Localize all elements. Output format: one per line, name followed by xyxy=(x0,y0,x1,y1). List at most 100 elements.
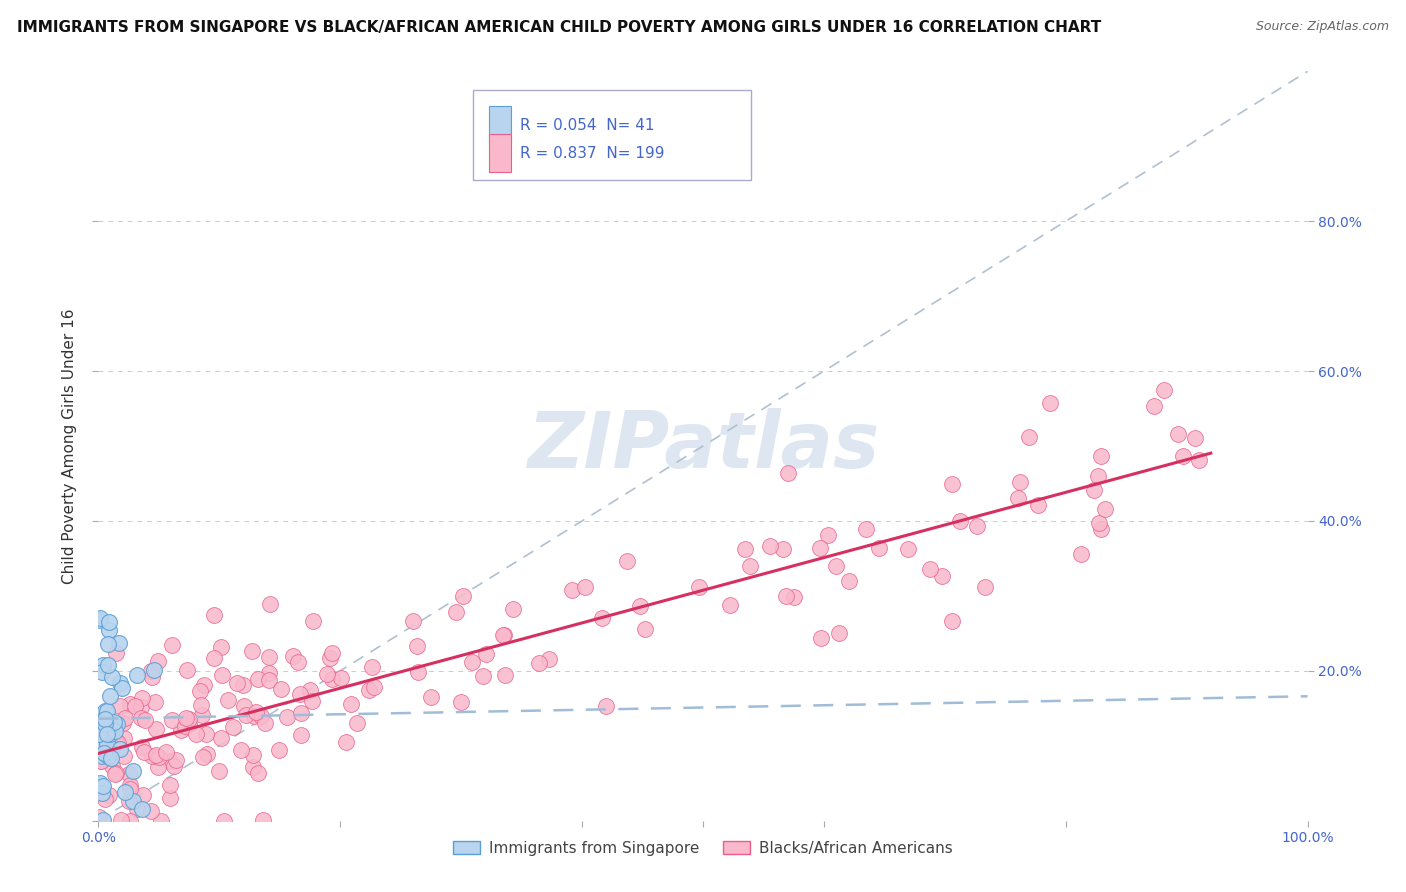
Point xyxy=(1088,516,1111,530)
Point xyxy=(941,614,963,628)
Point xyxy=(96,726,118,740)
Point xyxy=(208,764,231,778)
Point xyxy=(257,666,280,681)
Point xyxy=(1018,430,1040,444)
Point xyxy=(288,687,311,701)
Point xyxy=(89,738,111,752)
Point xyxy=(105,734,128,748)
Point xyxy=(159,791,181,805)
Point xyxy=(159,754,181,768)
Point xyxy=(1039,395,1062,409)
Point xyxy=(444,605,467,619)
Point xyxy=(758,540,780,554)
Point xyxy=(209,731,232,746)
FancyBboxPatch shape xyxy=(489,106,510,144)
Point xyxy=(966,518,988,533)
Point xyxy=(276,710,298,724)
Point xyxy=(257,650,280,665)
Point xyxy=(595,699,617,714)
Point xyxy=(98,615,121,630)
Point xyxy=(129,711,152,725)
Point xyxy=(1010,475,1032,490)
Point xyxy=(214,814,236,828)
Point xyxy=(321,646,343,660)
Point xyxy=(110,675,132,690)
Point xyxy=(330,671,353,685)
Point xyxy=(91,779,114,793)
Point xyxy=(406,665,429,680)
Point xyxy=(145,723,167,737)
Point xyxy=(1167,426,1189,441)
Point xyxy=(974,580,997,594)
Point xyxy=(94,738,117,752)
Point xyxy=(176,664,198,678)
Point xyxy=(1087,469,1109,483)
Point xyxy=(321,672,343,686)
Point xyxy=(772,542,794,557)
FancyBboxPatch shape xyxy=(489,135,510,172)
Point xyxy=(202,607,225,622)
Point xyxy=(591,611,613,625)
Point xyxy=(191,708,214,723)
Point xyxy=(828,626,851,640)
Point xyxy=(290,728,312,742)
Point xyxy=(107,736,129,750)
Point xyxy=(783,590,806,604)
Point xyxy=(918,562,941,576)
Y-axis label: Child Poverty Among Girls Under 16: Child Poverty Among Girls Under 16 xyxy=(62,309,77,583)
Point xyxy=(718,598,741,612)
Point xyxy=(232,678,254,692)
Point xyxy=(165,753,187,767)
Point xyxy=(94,716,117,731)
Point xyxy=(142,663,165,677)
Point xyxy=(257,673,280,688)
Point xyxy=(1184,431,1206,445)
Point xyxy=(118,814,141,828)
Point xyxy=(89,611,111,625)
Point xyxy=(103,714,125,729)
Point xyxy=(131,739,153,754)
Point xyxy=(124,699,146,714)
Point xyxy=(149,814,172,828)
Point xyxy=(174,711,197,725)
Point xyxy=(249,708,271,723)
Point xyxy=(492,628,515,642)
Point xyxy=(492,627,515,641)
Point xyxy=(225,676,247,690)
Point xyxy=(108,741,131,756)
Point xyxy=(93,713,115,727)
Point xyxy=(252,813,274,827)
Point xyxy=(97,748,120,763)
Point xyxy=(1090,522,1112,536)
Point xyxy=(316,666,339,681)
Point xyxy=(100,670,122,684)
Point xyxy=(131,803,153,817)
Point xyxy=(103,741,125,756)
Point xyxy=(90,665,112,679)
Point xyxy=(103,731,125,745)
Point xyxy=(101,714,124,729)
Text: R = 0.837  N= 199: R = 0.837 N= 199 xyxy=(520,145,665,161)
Point xyxy=(127,667,149,681)
Point xyxy=(96,704,118,718)
Point xyxy=(112,748,135,763)
Point xyxy=(1090,449,1112,463)
Point xyxy=(159,778,181,792)
Point xyxy=(98,788,121,802)
Point xyxy=(160,713,183,727)
Point xyxy=(301,693,323,707)
Point xyxy=(90,739,112,754)
Point xyxy=(105,717,128,731)
Point xyxy=(191,750,214,764)
Point xyxy=(825,559,848,574)
Point xyxy=(129,700,152,714)
Point xyxy=(170,723,193,737)
Point xyxy=(868,541,890,556)
Point xyxy=(127,802,149,816)
Point xyxy=(253,716,276,731)
Point xyxy=(93,814,115,828)
Point xyxy=(132,788,155,802)
Point xyxy=(97,624,120,638)
Point xyxy=(471,669,494,683)
Point xyxy=(89,810,111,824)
